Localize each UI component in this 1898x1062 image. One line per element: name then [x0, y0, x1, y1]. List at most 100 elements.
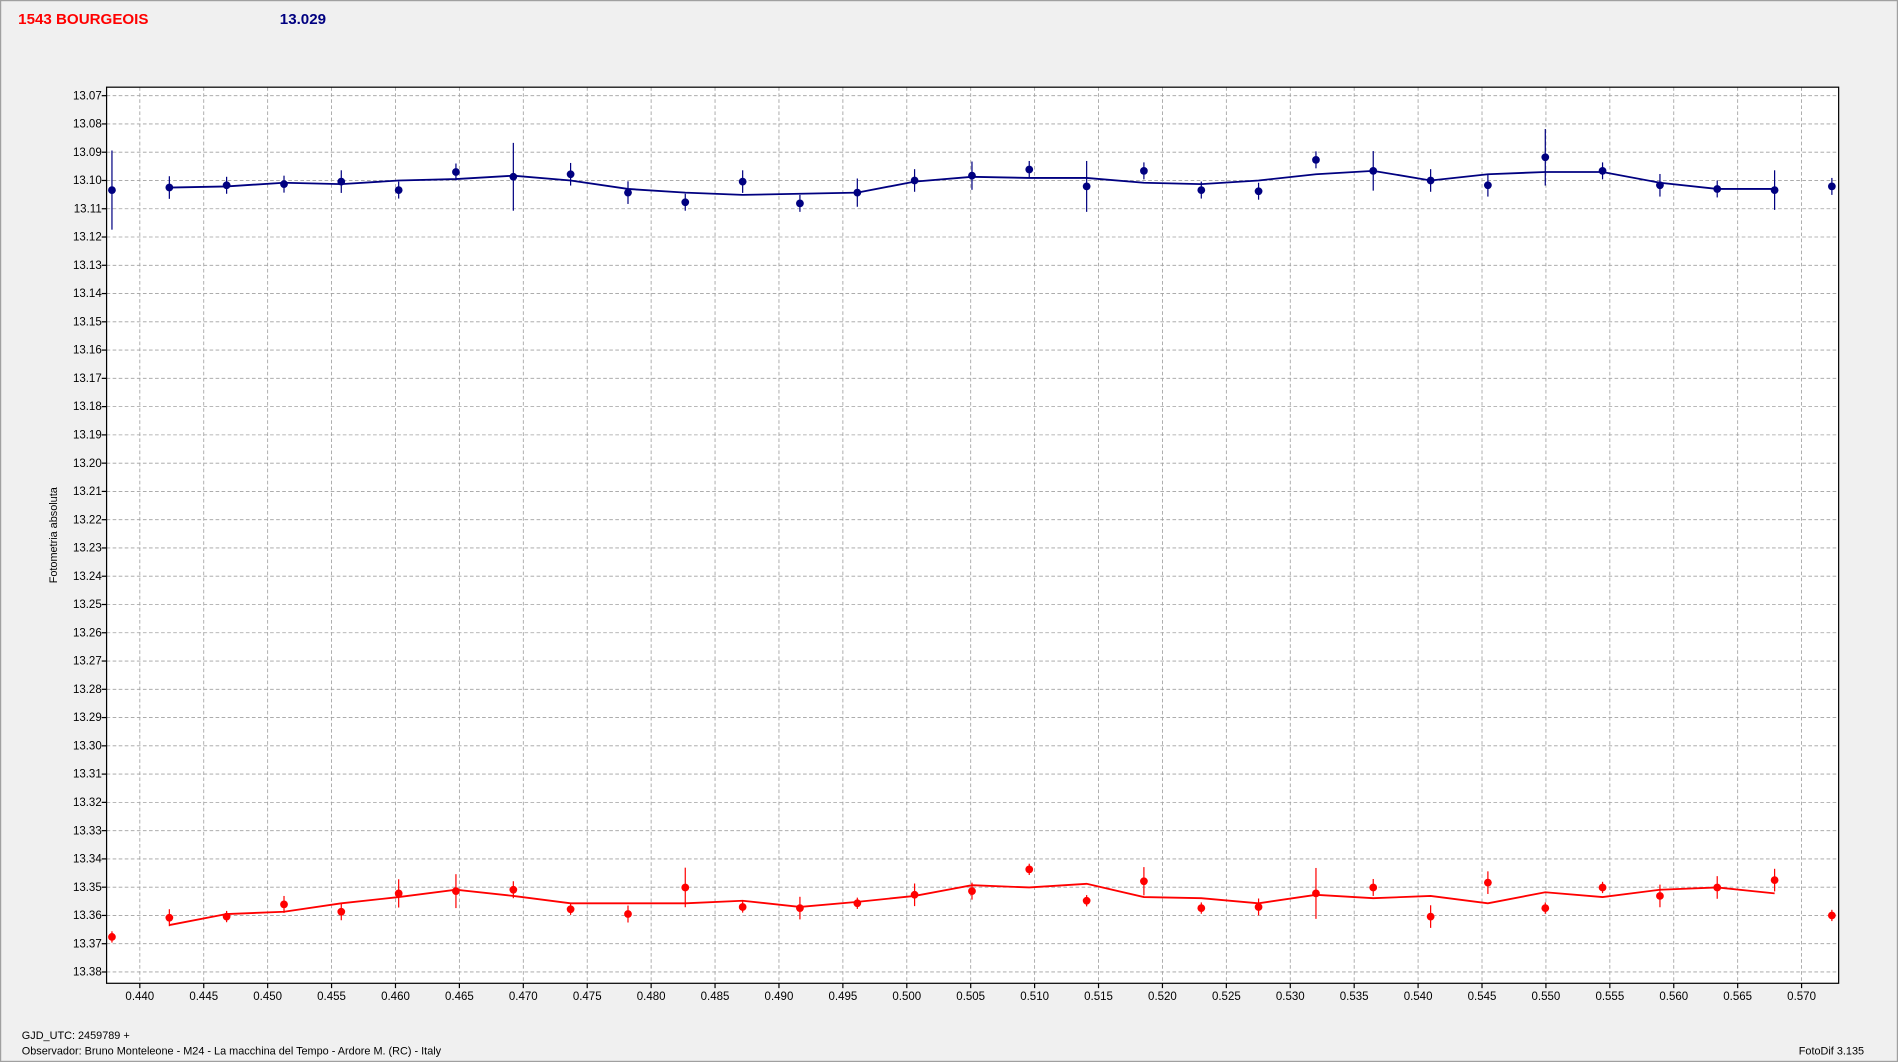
- data-point: [910, 176, 919, 185]
- y-tick-label: 13.14: [73, 288, 102, 300]
- y-tick-label: 13.20: [73, 458, 102, 470]
- y-tick-label: 13.30: [73, 740, 102, 752]
- data-point: [968, 887, 976, 896]
- data-point: [1827, 911, 1836, 920]
- y-tick-label: 13.25: [73, 599, 102, 611]
- data-point: [1140, 166, 1148, 175]
- footer: Observador: Bruno Monteleone - M24 - La …: [22, 1046, 442, 1058]
- data-point: [222, 181, 231, 190]
- data-point: [738, 177, 747, 186]
- data-point: [624, 188, 632, 197]
- x-tick-label: 0.485: [701, 991, 730, 1003]
- x-tick-label: 0.515: [1084, 991, 1113, 1003]
- data-point: [1025, 165, 1034, 174]
- y-axis-label: Fotometria absoluta: [48, 486, 60, 583]
- x-tick-label: 0.440: [125, 991, 154, 1003]
- y-tick-label: 13.17: [73, 373, 102, 385]
- x-tick-label: 0.520: [1148, 991, 1177, 1003]
- data-point: [1541, 153, 1550, 162]
- data-point: [280, 180, 288, 189]
- y-tick-label: 13.33: [73, 825, 102, 837]
- data-point: [452, 887, 460, 896]
- y-tick-label: 13.08: [73, 119, 102, 131]
- data-point: [165, 913, 174, 922]
- y-tick-label: 13.19: [73, 430, 102, 442]
- data-point: [1656, 892, 1664, 900]
- data-point: [1484, 878, 1492, 887]
- data-point: [1656, 181, 1664, 190]
- data-point: [452, 168, 460, 176]
- x-tick-label: 0.570: [1787, 991, 1816, 1003]
- data-point: [509, 885, 518, 894]
- y-tick-label: 13.21: [73, 486, 102, 498]
- data-point: [1770, 186, 1779, 194]
- x-tick-label: 0.475: [573, 991, 602, 1003]
- chart-title: 1543 BOURGEOIS: [18, 11, 148, 28]
- x-tick-label: 0.510: [1020, 991, 1049, 1003]
- data-point: [853, 899, 862, 908]
- y-tick-label: 13.29: [73, 712, 102, 724]
- x-tick-label: 0.505: [956, 991, 985, 1003]
- version: FotoDif 3.135: [1799, 1046, 1864, 1058]
- data-point: [1197, 904, 1206, 912]
- y-tick-label: 13.16: [73, 345, 102, 357]
- plot-area: [106, 87, 1839, 984]
- x-tick-label: 0.530: [1276, 991, 1305, 1003]
- y-tick-label: 13.23: [73, 543, 102, 555]
- x-tick-label: 0.525: [1212, 991, 1241, 1003]
- y-tick-label: 13.26: [73, 627, 102, 639]
- y-tick-label: 13.36: [73, 910, 102, 922]
- y-tick-label: 13.07: [73, 90, 102, 102]
- data-point: [796, 904, 804, 912]
- data-point: [1541, 904, 1550, 912]
- x-tick-label: 0.545: [1468, 991, 1497, 1003]
- data-point: [222, 912, 231, 921]
- data-point: [108, 933, 116, 941]
- data-point: [968, 171, 976, 180]
- x-tick-label: 0.455: [317, 991, 346, 1003]
- data-point: [681, 198, 690, 207]
- y-tick-label: 13.11: [74, 203, 102, 215]
- y-tick-label: 13.22: [73, 514, 102, 526]
- x-tick-label: 0.465: [445, 991, 474, 1003]
- data-point: [624, 910, 632, 918]
- data-point: [1713, 883, 1722, 892]
- x-tick-label: 0.480: [637, 991, 666, 1003]
- data-point: [1827, 182, 1836, 191]
- data-point: [1598, 166, 1607, 175]
- chart-subtitle: 13.029: [280, 11, 326, 28]
- x-tick-label: 0.470: [509, 991, 538, 1003]
- data-point: [1254, 187, 1263, 196]
- data-point: [108, 186, 116, 194]
- data-point: [337, 177, 346, 186]
- y-tick-label: 13.15: [73, 316, 102, 328]
- x-tick-label: 0.450: [253, 991, 282, 1003]
- x-tick-label: 0.555: [1595, 991, 1624, 1003]
- x-tick-label: 0.565: [1723, 991, 1752, 1003]
- x-tick-label: 0.535: [1340, 991, 1369, 1003]
- data-point: [1025, 865, 1034, 874]
- data-point: [1426, 912, 1435, 921]
- data-point: [1426, 176, 1435, 185]
- x-tick-label: 0.500: [892, 991, 921, 1003]
- x-axis-label: GJD_UTC: 2459789 +: [22, 1030, 130, 1042]
- data-point: [1713, 185, 1722, 193]
- y-tick-label: 13.37: [73, 938, 102, 950]
- data-point: [1140, 877, 1148, 886]
- x-tick-label: 0.490: [765, 991, 794, 1003]
- plot-frame: [105, 86, 1840, 984]
- data-point: [1312, 889, 1320, 898]
- data-point: [394, 889, 403, 898]
- y-tick-label: 13.24: [73, 571, 102, 583]
- data-point: [1369, 166, 1378, 175]
- data-point: [853, 188, 862, 197]
- x-tick-label: 0.495: [828, 991, 857, 1003]
- data-point: [566, 170, 575, 179]
- data-point: [1082, 896, 1091, 905]
- data-point: [165, 183, 174, 192]
- y-tick-label: 13.10: [73, 175, 102, 187]
- data-point: [1312, 155, 1320, 164]
- y-tick-label: 13.13: [73, 260, 102, 272]
